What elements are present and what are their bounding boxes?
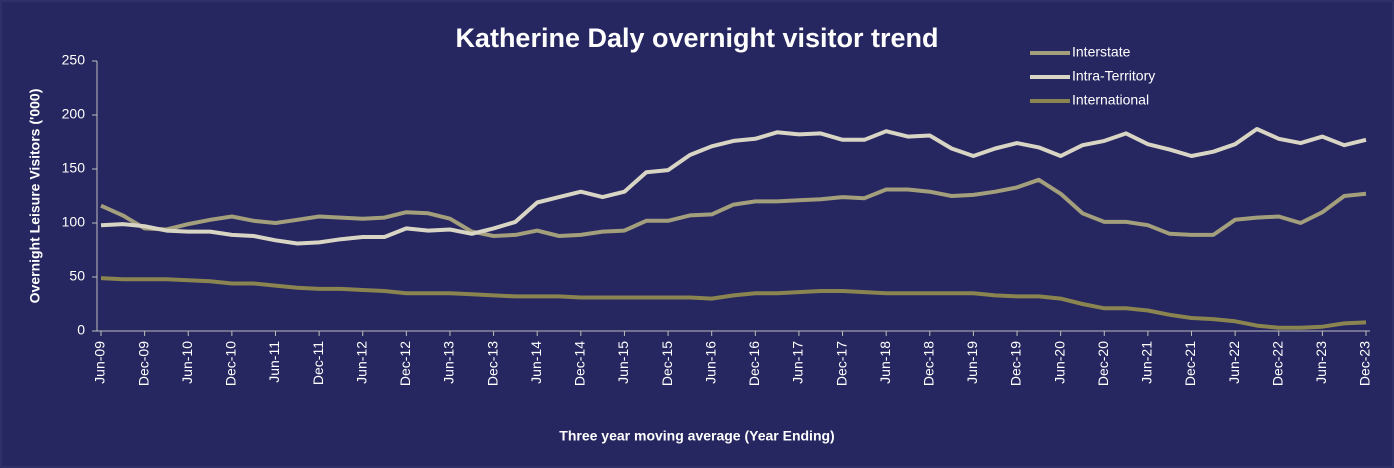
x-tick-label: Jun-15 xyxy=(615,341,631,384)
x-tick-label: Dec-18 xyxy=(920,341,936,386)
y-tick-label: 50 xyxy=(69,268,85,284)
x-tick-label: Jun-14 xyxy=(528,341,544,384)
legend-label: Intra-Territory xyxy=(1072,68,1155,84)
x-tick-label: Dec-16 xyxy=(746,341,762,386)
y-tick-label: 250 xyxy=(62,52,86,68)
x-tick-label: Jun-22 xyxy=(1226,341,1242,384)
x-tick-label: Dec-14 xyxy=(572,341,588,386)
x-axis-label: Three year moving average (Year Ending) xyxy=(559,428,834,444)
x-tick-label: Dec-21 xyxy=(1182,341,1198,386)
x-tick-label: Jun-10 xyxy=(179,341,195,384)
x-tick-label: Jun-21 xyxy=(1139,341,1155,384)
series-line xyxy=(100,276,1367,330)
y-tick-label: 200 xyxy=(62,106,86,122)
legend-label: Interstate xyxy=(1072,44,1131,60)
x-tick-label: Jun-17 xyxy=(790,341,806,384)
x-tick-label: Dec-17 xyxy=(833,341,849,386)
x-tick-label: Jun-16 xyxy=(702,341,718,384)
x-tick-label: Jun-13 xyxy=(441,341,457,384)
x-tick-label: Dec-10 xyxy=(223,341,239,386)
x-tick-label: Jun-20 xyxy=(1051,341,1067,384)
x-tick-label: Dec-09 xyxy=(135,341,151,386)
x-tick-label: Jun-19 xyxy=(964,341,980,384)
x-tick-label: Jun-12 xyxy=(353,341,369,384)
y-tick-label: 100 xyxy=(62,214,86,230)
y-tick-label: 150 xyxy=(62,160,86,176)
x-tick-label: Dec-23 xyxy=(1357,341,1373,386)
x-tick-label: Jun-11 xyxy=(266,341,282,383)
x-tick-label: Jun-09 xyxy=(92,341,108,384)
x-tick-label: Dec-20 xyxy=(1095,341,1111,386)
x-tick-label: Dec-19 xyxy=(1008,341,1024,386)
series-line xyxy=(100,177,1367,238)
series-line xyxy=(100,127,1367,246)
x-tick-label: Dec-12 xyxy=(397,341,413,386)
y-axis-label: Overnight Leisure Visitors ('000) xyxy=(27,89,43,304)
x-tick-label: Dec-22 xyxy=(1269,341,1285,386)
x-tick-label: Dec-11 xyxy=(310,341,326,385)
y-tick-label: 0 xyxy=(77,322,85,338)
legend-label: International xyxy=(1072,92,1149,108)
x-tick-label: Jun-18 xyxy=(877,341,893,384)
x-tick-label: Jun-23 xyxy=(1313,341,1329,384)
x-tick-label: Dec-15 xyxy=(659,341,675,386)
x-tick-label: Dec-13 xyxy=(484,341,500,386)
chart-title: Katherine Daly overnight visitor trend xyxy=(455,23,938,53)
